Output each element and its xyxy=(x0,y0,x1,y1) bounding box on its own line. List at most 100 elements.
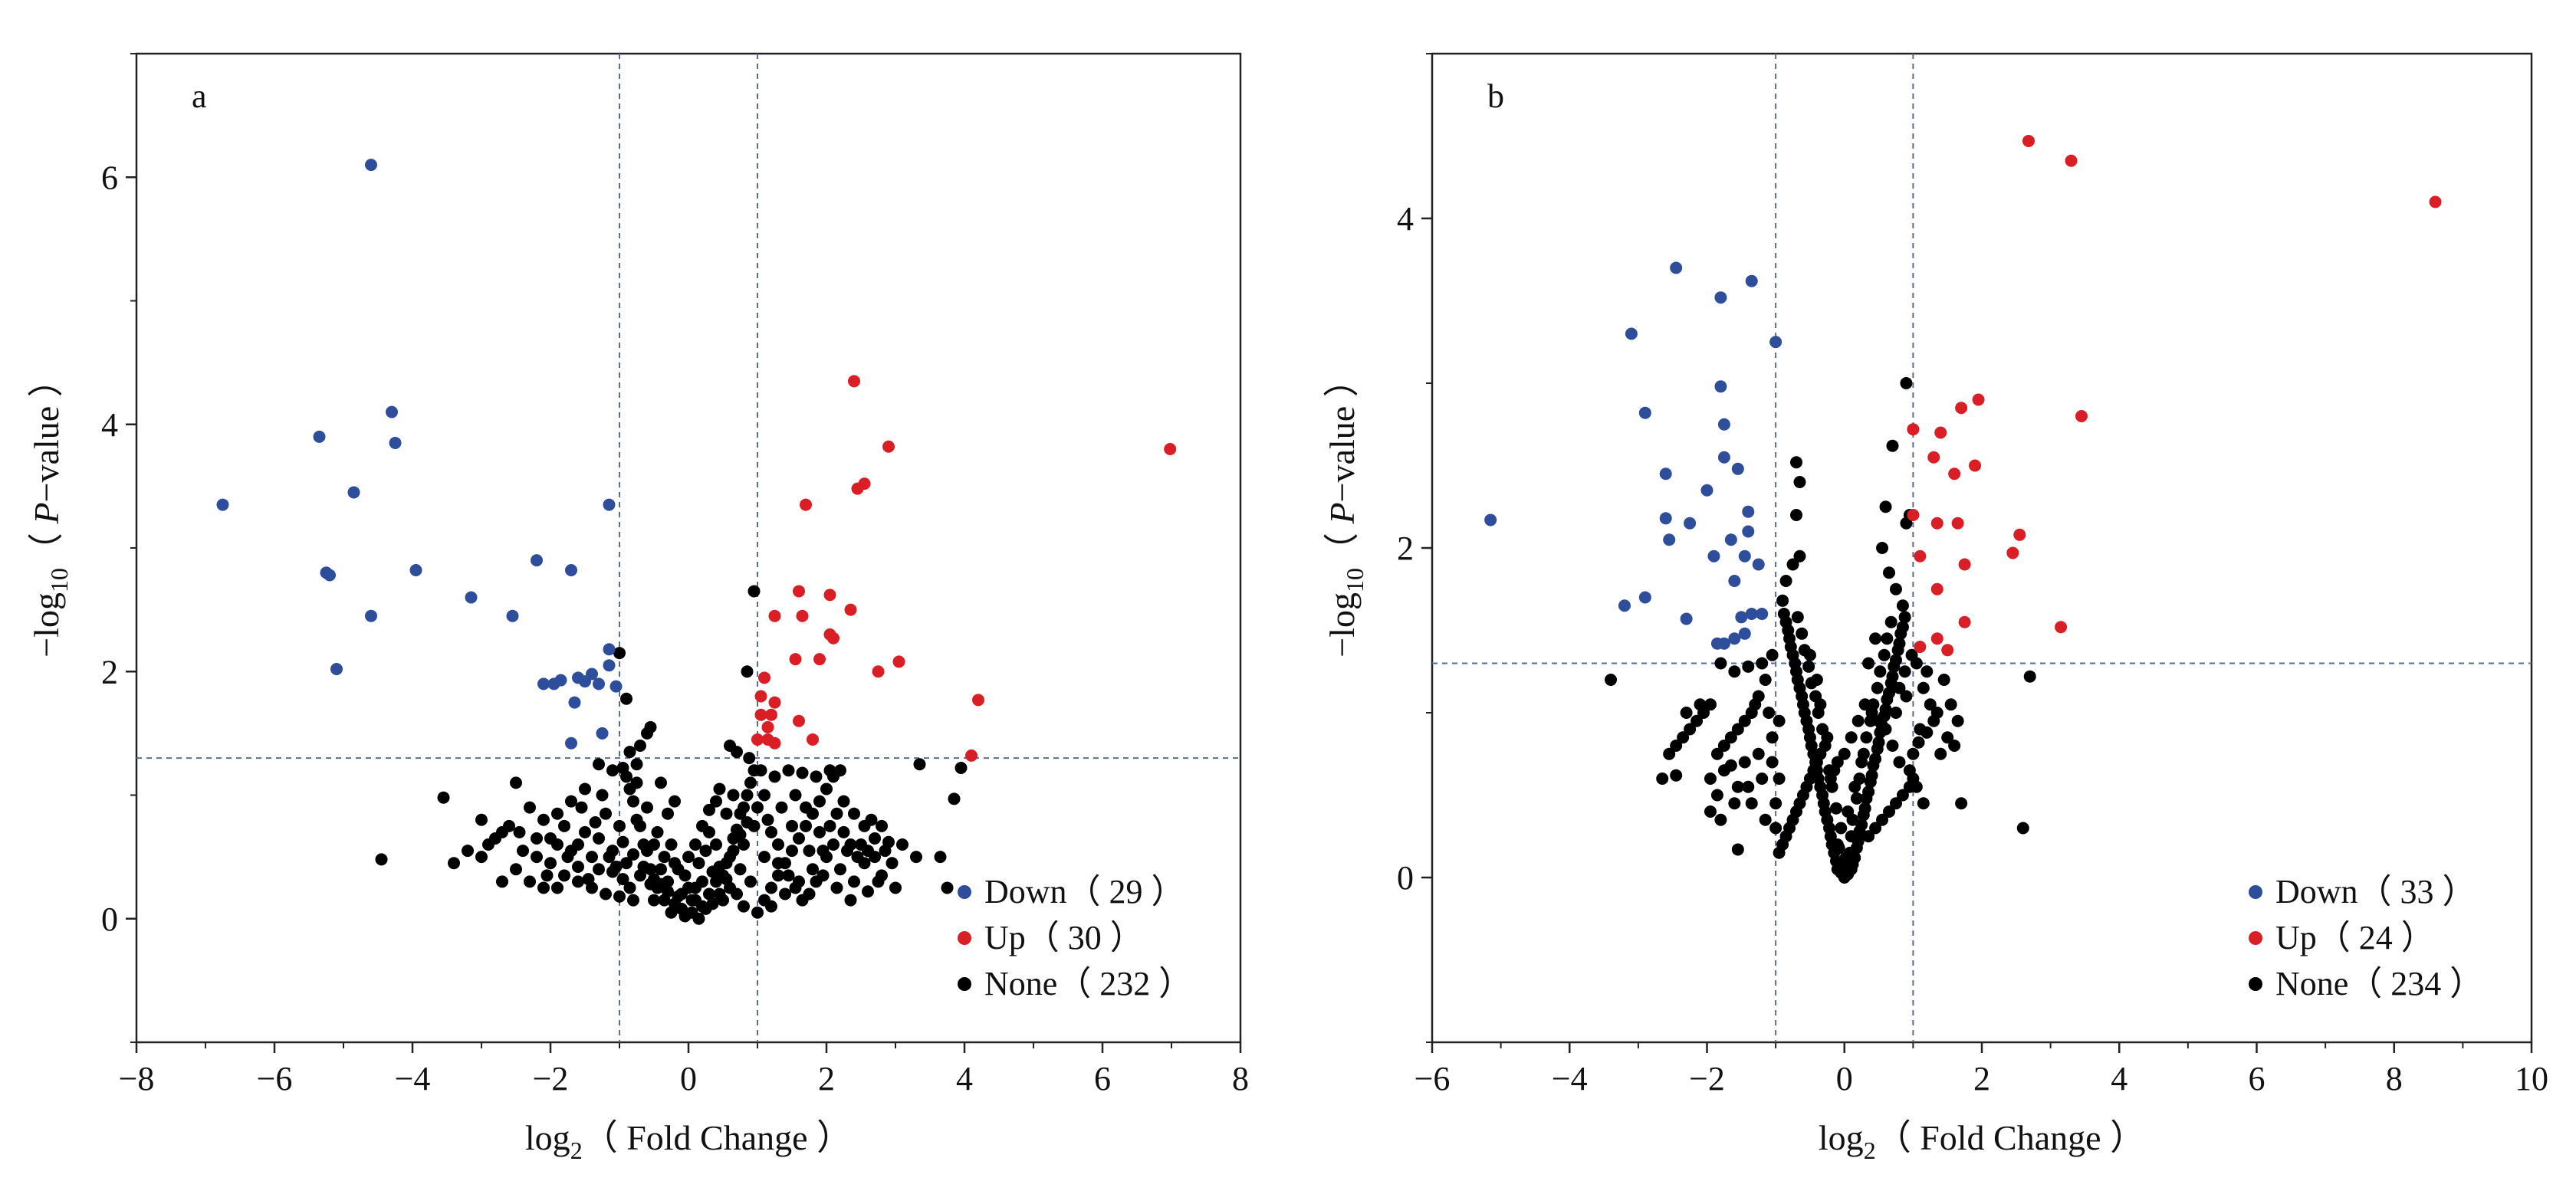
none-gene-point xyxy=(941,881,954,894)
up-gene-point xyxy=(2065,154,2078,167)
none-gene-point xyxy=(1862,657,1875,670)
none-gene-point xyxy=(531,851,543,864)
none-gene-point xyxy=(848,807,860,820)
none-gene-point xyxy=(727,789,740,802)
legend-down-label: Down（ 29 ） xyxy=(984,873,1185,910)
none-gene-point xyxy=(1779,575,1792,587)
none-gene-point xyxy=(1853,773,1866,785)
none-gene-point xyxy=(593,832,605,845)
up-gene-point xyxy=(823,589,836,602)
none-gene-point xyxy=(882,835,895,848)
none-gene-point xyxy=(738,900,750,913)
up-gene-point xyxy=(793,714,805,727)
none-gene-point xyxy=(782,869,795,882)
up-gene-point xyxy=(1914,549,1927,563)
up-gene-point xyxy=(768,696,781,709)
none-gene-point xyxy=(665,838,678,851)
none-gene-point xyxy=(1879,703,1892,716)
down-gene-point xyxy=(324,569,336,582)
series-up xyxy=(751,375,1177,762)
none-gene-point xyxy=(1869,753,1882,766)
none-gene-point xyxy=(613,819,626,832)
up-gene-point xyxy=(2055,621,2068,634)
none-gene-point xyxy=(627,795,639,808)
none-gene-point xyxy=(1809,690,1822,703)
up-gene-point xyxy=(1927,451,1940,464)
none-gene-point xyxy=(743,752,756,765)
none-gene-point xyxy=(1829,802,1842,815)
none-gene-point xyxy=(603,851,616,864)
down-gene-point xyxy=(330,663,343,676)
up-gene-point xyxy=(972,694,984,707)
none-gene-point xyxy=(1845,731,1858,744)
none-gene-point xyxy=(823,764,836,777)
none-gene-point xyxy=(765,825,777,838)
none-gene-point xyxy=(1805,677,1818,690)
none-gene-point xyxy=(851,851,864,864)
none-gene-point xyxy=(1694,698,1707,711)
down-gene-point xyxy=(1745,608,1758,620)
none-gene-point xyxy=(558,819,570,832)
none-gene-point xyxy=(738,801,750,814)
up-gene-point xyxy=(761,720,774,733)
none-gene-point xyxy=(644,878,657,891)
none-gene-point xyxy=(606,764,619,777)
none-gene-point xyxy=(1951,714,1964,727)
none-gene-point xyxy=(540,869,554,882)
none-gene-point xyxy=(513,825,526,838)
none-gene-point xyxy=(734,828,747,841)
down-gene-point xyxy=(216,498,229,511)
up-gene-point xyxy=(768,609,781,622)
panel-a: −8 −6 −4 −2 0 2 4 6 8 0 2 4 6 log2（ Fold Change ） −log… xyxy=(27,52,1249,1164)
down-gene-point xyxy=(1769,336,1783,349)
none-gene-point xyxy=(586,851,598,864)
none-gene-point xyxy=(800,801,812,814)
none-gene-point xyxy=(810,875,823,888)
none-gene-point xyxy=(1860,731,1873,744)
down-gene-point xyxy=(1618,599,1631,612)
none-gene-point xyxy=(634,740,646,752)
x-tick-label: 8 xyxy=(1232,1060,1249,1097)
none-gene-point xyxy=(820,782,833,796)
x-tick-label: 2 xyxy=(818,1060,835,1097)
none-gene-point xyxy=(589,815,602,828)
x-axis-title: log2（ Fold Change ） xyxy=(525,1118,852,1164)
down-gene-point xyxy=(1710,637,1723,650)
up-gene-point xyxy=(1951,517,1964,530)
none-gene-point xyxy=(741,789,754,802)
none-gene-point xyxy=(1893,681,1906,694)
down-gene-point xyxy=(1714,380,1727,393)
x-tick-label: 6 xyxy=(2249,1060,2266,1097)
up-gene-point xyxy=(1930,632,1944,645)
none-gene-point xyxy=(720,807,733,820)
none-gene-point xyxy=(600,887,612,901)
none-gene-point xyxy=(685,894,698,907)
none-gene-point xyxy=(830,881,843,894)
none-gene-point xyxy=(658,851,671,864)
down-gene-point xyxy=(1735,611,1748,624)
down-gene-point xyxy=(554,674,567,687)
none-gene-point xyxy=(1835,822,1848,835)
none-gene-point xyxy=(734,863,747,876)
panel-label: b xyxy=(1487,77,1504,115)
down-gene-point xyxy=(1659,512,1672,525)
up-gene-point xyxy=(765,708,777,721)
series-down xyxy=(1484,261,1783,650)
none-gene-point xyxy=(865,813,878,826)
none-gene-point xyxy=(572,838,584,851)
none-gene-point xyxy=(630,758,643,771)
none-gene-point xyxy=(779,887,791,901)
none-gene-point xyxy=(669,857,681,870)
none-gene-point xyxy=(765,881,777,894)
none-gene-point xyxy=(1766,756,1779,769)
none-gene-point xyxy=(876,819,888,832)
legend-up-label: Up（ 24 ） xyxy=(2275,919,2435,956)
none-gene-point xyxy=(1710,747,1723,760)
none-gene-point xyxy=(637,861,650,874)
down-gene-point xyxy=(1752,558,1765,571)
x-tick-label: 4 xyxy=(2111,1060,2128,1097)
none-gene-point xyxy=(2016,822,2029,835)
none-gene-point xyxy=(1756,773,1769,785)
none-gene-point xyxy=(751,906,764,919)
